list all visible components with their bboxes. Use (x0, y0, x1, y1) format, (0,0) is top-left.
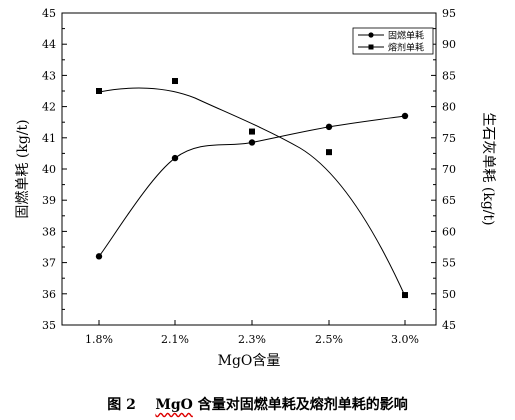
legend-marker-fuel (368, 32, 374, 38)
plot-area (61, 12, 437, 326)
right-tick-label: 45 (442, 319, 456, 332)
right-tick-label: 85 (442, 69, 456, 82)
legend-marker-flux (368, 44, 374, 50)
x-axis-ticks: 1.8% 2.1% 2.3% 2.5% 3.0% (85, 320, 419, 346)
legend-box (352, 27, 434, 55)
caption-text: 含量对固燃单耗及熔剂单耗的影响 (192, 397, 408, 413)
right-axis-ticks: 45 50 55 60 65 70 75 80 85 90 95 (431, 7, 456, 332)
left-tick-label: 36 (42, 288, 56, 301)
point-fuel (401, 112, 409, 120)
figure-caption: 图 2 MgO 含量对固燃单耗及熔剂单耗的影响 (0, 394, 515, 414)
series-points (95, 78, 409, 299)
point-fuel (325, 123, 333, 131)
right-axis-label: 生石灰单耗 (kg/t) (480, 112, 496, 225)
left-tick-label: 41 (42, 132, 56, 145)
right-tick-label: 75 (442, 132, 456, 145)
x-tick-label: 1.8% (85, 333, 113, 346)
left-axis-label: 固燃单耗 (kg/t) (14, 119, 31, 218)
right-tick-label: 80 (442, 101, 456, 114)
right-tick-label: 90 (442, 38, 456, 51)
point-flux (402, 292, 408, 299)
left-tick-label: 39 (42, 194, 56, 207)
right-tick-label: 55 (442, 257, 456, 270)
caption-mgo: MgO (155, 397, 193, 413)
point-flux (96, 88, 102, 94)
right-tick-label: 70 (442, 163, 456, 176)
caption-figure-number: 图 2 (107, 397, 136, 413)
x-tick-label: 3.0% (391, 333, 419, 346)
series-line-flux (98, 87, 406, 297)
point-flux (326, 149, 332, 156)
legend: 固燃单耗 熔剂单耗 (352, 27, 434, 55)
left-axis-ticks: 35 36 37 38 39 40 41 42 43 44 45 (42, 7, 67, 332)
legend-label-flux: 熔剂单耗 (388, 42, 424, 54)
point-fuel (95, 253, 103, 260)
point-flux (172, 78, 178, 85)
right-tick-label: 65 (442, 194, 456, 207)
left-tick-label: 45 (42, 7, 56, 20)
right-tick-label: 50 (442, 288, 456, 301)
legend-label-fuel: 固燃单耗 (388, 30, 424, 42)
left-tick-label: 37 (42, 257, 56, 270)
right-tick-label: 95 (442, 7, 456, 20)
series-line-fuel (98, 115, 406, 257)
x-tick-label: 2.1% (161, 333, 189, 346)
x-tick-label: 2.5% (315, 333, 343, 346)
left-tick-label: 43 (42, 69, 56, 82)
left-tick-label: 44 (42, 38, 56, 51)
left-tick-label: 40 (42, 163, 56, 176)
x-tick-label: 2.3% (238, 333, 266, 346)
point-fuel (248, 139, 256, 146)
x-axis-label: MgO含量 (218, 353, 281, 369)
point-fuel (171, 154, 179, 162)
series-lines (98, 87, 406, 297)
left-tick-label: 35 (42, 319, 56, 332)
left-tick-label: 38 (42, 225, 56, 238)
point-flux (249, 128, 255, 135)
right-tick-label: 60 (442, 225, 456, 238)
left-tick-label: 42 (42, 101, 56, 114)
